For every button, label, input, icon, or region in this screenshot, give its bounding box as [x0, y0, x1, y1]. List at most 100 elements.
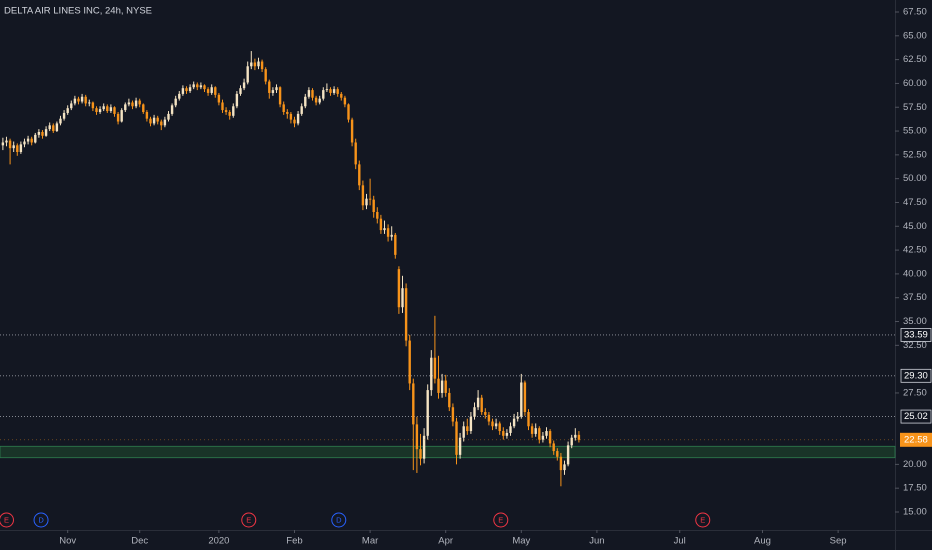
candle-body [282, 104, 285, 112]
level-label: 33.59 [904, 329, 928, 340]
candle-body [239, 88, 242, 94]
candle-body [358, 164, 361, 186]
candle-body [91, 102, 95, 109]
y-tick-label: 47.50 [903, 197, 927, 208]
event-marker [33, 512, 49, 528]
candle-body [113, 107, 116, 114]
y-tick-label: 17.50 [903, 483, 927, 494]
candle-body [196, 84, 199, 88]
candle-body [88, 102, 91, 104]
candle-body [300, 106, 303, 114]
candle-body [494, 423, 498, 427]
candle-body [264, 69, 267, 82]
candle-body [23, 141, 26, 145]
y-tick-label: 57.50 [903, 102, 927, 113]
candle-body [516, 416, 519, 419]
candle-body [217, 94, 221, 103]
candle-body [199, 85, 203, 88]
candle-body [134, 100, 138, 107]
candle-body [552, 443, 555, 452]
y-tick-label: 62.50 [903, 54, 927, 65]
candle-body [329, 89, 332, 93]
chart-title: DELTA AIR LINES INC, 24h, NYSE [4, 6, 152, 17]
candle-body [412, 383, 415, 425]
candle-body [509, 426, 512, 433]
candle-body [577, 434, 581, 440]
candle-body [59, 118, 62, 124]
candle-body [174, 98, 177, 106]
candle-body [214, 87, 217, 95]
candle-body [336, 89, 339, 94]
candle-body [347, 104, 350, 120]
candle-body [278, 87, 282, 105]
candle-body [469, 416, 473, 432]
candle-body [106, 106, 109, 112]
event-label: D [336, 515, 342, 524]
candle-body [404, 288, 408, 341]
candle-body [408, 340, 411, 384]
candle-body [368, 198, 372, 200]
candle-body [523, 382, 527, 412]
candle-body [203, 85, 206, 90]
y-tick-label: 65.00 [903, 30, 927, 41]
event-label: E [700, 515, 705, 524]
last-price-box [900, 432, 932, 447]
candle-body [232, 106, 235, 116]
candle-body [401, 288, 404, 308]
candle-body [185, 88, 188, 92]
x-tick-label: Feb [286, 536, 302, 547]
candle-body [530, 426, 534, 434]
candle-body [73, 98, 77, 104]
candle-body [426, 390, 429, 436]
event-marker [695, 512, 711, 528]
candle-body [271, 90, 275, 93]
candle-body [8, 140, 12, 149]
candle-body [458, 437, 462, 455]
candle-body [476, 397, 480, 408]
candle-body [257, 61, 260, 67]
candle-body [484, 412, 487, 415]
y-tick-label: 60.00 [903, 78, 927, 89]
candle-body [527, 412, 530, 427]
candle-body [163, 119, 167, 126]
candle-body [5, 140, 8, 143]
candle-body [1, 142, 5, 146]
candle-body [325, 89, 329, 91]
candle-body [566, 445, 570, 465]
candle-body [41, 132, 44, 136]
candle-body [224, 110, 228, 112]
candle-body [433, 357, 437, 379]
candle-body [563, 464, 566, 471]
candle-body [48, 125, 51, 130]
candle-body [170, 105, 174, 114]
candle-body [343, 97, 347, 105]
candle-body [34, 134, 37, 143]
candle-body [548, 431, 552, 444]
candle-body [444, 380, 447, 393]
candle-body [318, 98, 321, 103]
candle-body [16, 145, 19, 152]
candle-body [383, 228, 386, 231]
candle-body [386, 228, 390, 237]
candle-body [556, 451, 559, 457]
event-marker [493, 512, 509, 528]
candle-body [131, 102, 134, 107]
candle-body [12, 145, 15, 149]
candle-body [178, 93, 181, 99]
event-marker [0, 512, 14, 528]
candle-body [70, 103, 73, 109]
candle-body [124, 104, 127, 111]
level-label-box [900, 368, 932, 383]
candle-body [102, 106, 105, 110]
event-marker [241, 512, 257, 528]
last-price-label: 22.58 [904, 434, 928, 445]
candle-body [221, 102, 224, 111]
candle-body [559, 456, 563, 471]
candle-body [354, 142, 357, 165]
candle-body [167, 113, 170, 120]
candle-body [127, 102, 131, 105]
candle-body [350, 119, 354, 143]
candle-body [188, 87, 192, 92]
